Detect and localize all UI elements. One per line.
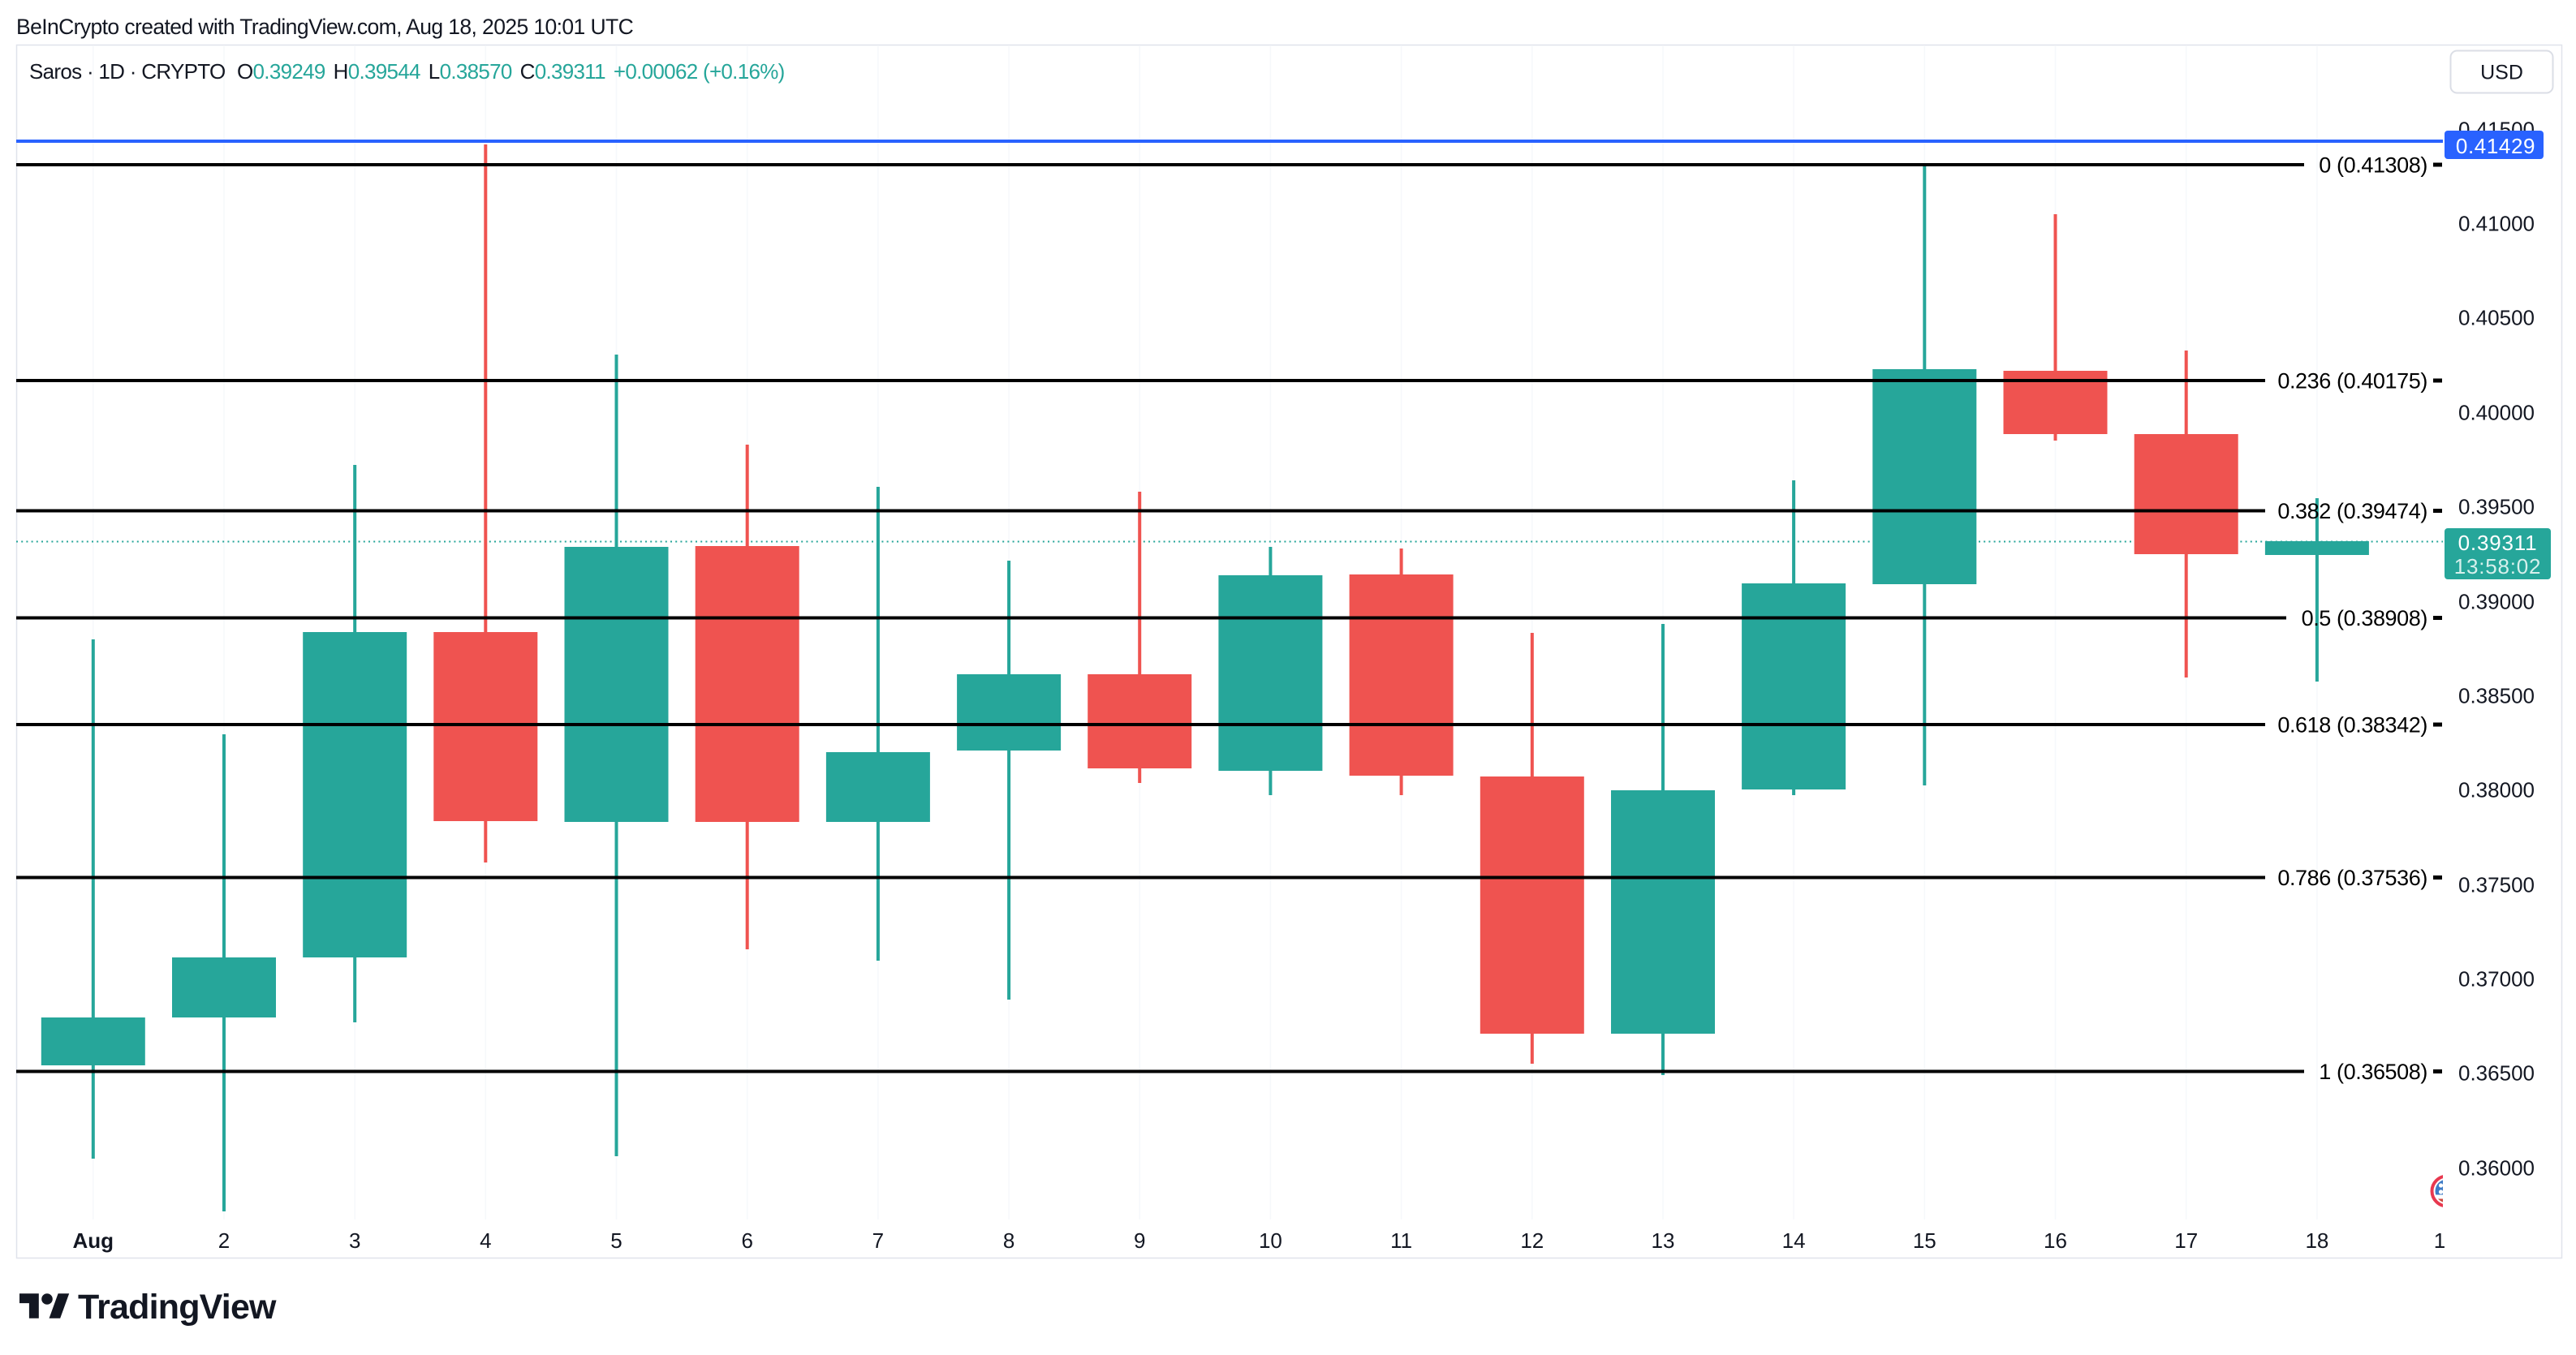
- svg-text:0.786 (0.37536): 0.786 (0.37536): [2277, 866, 2427, 890]
- svg-text:5: 5: [610, 1228, 622, 1253]
- svg-text:13:58:02: 13:58:02: [2454, 554, 2542, 579]
- svg-text:0.39000: 0.39000: [2458, 589, 2535, 613]
- svg-text:18: 18: [2305, 1228, 2328, 1253]
- svg-text:0.5 (0.38908): 0.5 (0.38908): [2302, 606, 2427, 630]
- svg-text:0.36000: 0.36000: [2458, 1155, 2535, 1180]
- svg-text:4: 4: [480, 1228, 491, 1253]
- svg-text:0.37500: 0.37500: [2458, 872, 2535, 897]
- svg-text:8: 8: [1003, 1228, 1014, 1253]
- svg-text:0.38500: 0.38500: [2458, 683, 2535, 708]
- svg-text:1: 1: [2434, 1228, 2445, 1253]
- svg-text:2: 2: [218, 1228, 230, 1253]
- svg-text:BeInCrypto created with Tradin: BeInCrypto created with TradingView.com,…: [16, 15, 634, 39]
- svg-text:11: 11: [1390, 1228, 1412, 1253]
- svg-text:16: 16: [2044, 1228, 2067, 1253]
- svg-text:USD: USD: [2480, 62, 2523, 84]
- svg-text:0.38000: 0.38000: [2458, 777, 2535, 802]
- svg-text:9: 9: [1134, 1228, 1145, 1253]
- svg-text:0.618 (0.38342): 0.618 (0.38342): [2277, 713, 2427, 738]
- svg-text:17: 17: [2174, 1228, 2198, 1253]
- svg-text:13: 13: [1652, 1228, 1675, 1253]
- svg-text:7: 7: [872, 1228, 884, 1253]
- svg-text:3: 3: [349, 1228, 360, 1253]
- svg-text:0.382 (0.39474): 0.382 (0.39474): [2277, 499, 2427, 523]
- svg-text:14: 14: [1782, 1228, 1806, 1253]
- svg-text:1 (0.36508): 1 (0.36508): [2319, 1060, 2427, 1084]
- svg-text:0.40000: 0.40000: [2458, 400, 2535, 424]
- svg-text:0.39500: 0.39500: [2458, 494, 2535, 518]
- svg-text:0 (0.41308): 0 (0.41308): [2319, 153, 2427, 178]
- svg-text:12: 12: [1520, 1228, 1544, 1253]
- svg-text:10: 10: [1259, 1228, 1282, 1253]
- svg-text:0.40500: 0.40500: [2458, 305, 2535, 329]
- svg-text:TradingView: TradingView: [78, 1288, 277, 1327]
- svg-text:0.41429: 0.41429: [2456, 134, 2535, 158]
- svg-text:0.236 (0.40175): 0.236 (0.40175): [2277, 369, 2427, 394]
- svg-text:0.39311: 0.39311: [2458, 531, 2538, 555]
- svg-text:Aug: Aug: [73, 1228, 114, 1253]
- svg-text:0.41000: 0.41000: [2458, 211, 2535, 235]
- svg-text:15: 15: [1913, 1228, 1936, 1253]
- svg-text:0.36500: 0.36500: [2458, 1060, 2535, 1085]
- svg-text:6: 6: [741, 1228, 752, 1253]
- svg-text:0.37000: 0.37000: [2458, 966, 2535, 991]
